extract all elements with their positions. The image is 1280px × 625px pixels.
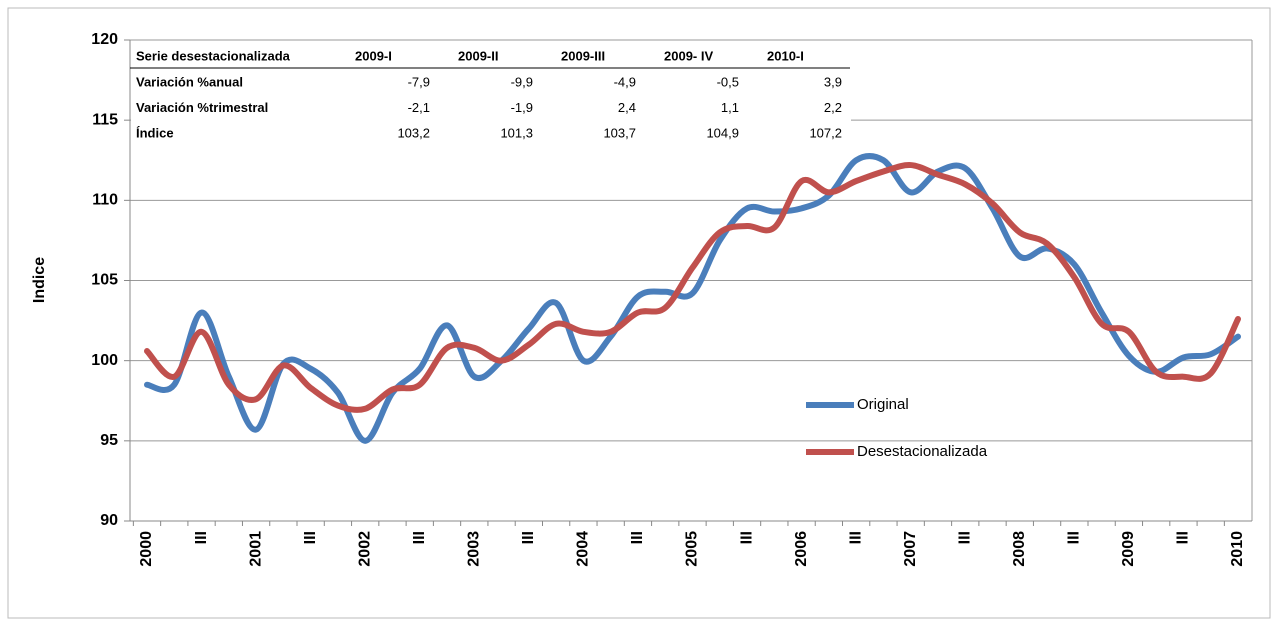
table-background: [131, 41, 851, 149]
x-tick-label: III: [411, 531, 428, 544]
y-tick-label: 110: [92, 192, 118, 209]
table-cell: -2,1: [408, 100, 430, 115]
y-axis-label: Indice: [31, 257, 48, 303]
table-row-label: Índice: [136, 125, 174, 140]
table-cell: 2,2: [824, 100, 842, 115]
x-tick-label: 2002: [356, 531, 373, 567]
table-row-label: Variación %anual: [136, 74, 243, 89]
x-tick-label: III: [1066, 531, 1083, 544]
x-tick-label: 2005: [684, 531, 701, 567]
table-cell: 2,4: [618, 100, 636, 115]
table-cell: -1,9: [511, 100, 533, 115]
y-tick-label: 105: [91, 272, 118, 289]
x-tick-label: 2001: [247, 531, 264, 567]
legend-label: Original: [857, 396, 909, 413]
table-cell: 3,9: [824, 74, 842, 89]
x-tick-label: 2007: [902, 531, 919, 567]
line-series: [144, 162, 1241, 413]
y-tick-label: 90: [100, 512, 118, 529]
x-tick-label: 2000: [138, 531, 155, 567]
table-header: 2009-I: [355, 48, 392, 63]
table-cell: -7,9: [408, 74, 430, 89]
x-tick-label: III: [956, 531, 973, 544]
table-cell: 107,2: [809, 125, 842, 140]
x-tick-label: III: [302, 531, 319, 544]
x-tick-label: 2009: [1120, 531, 1137, 567]
table-header: 2009-II: [458, 48, 498, 63]
table-cell: 103,2: [397, 125, 430, 140]
table-row-label: Variación %trimestral: [136, 100, 268, 115]
x-tick-label: III: [193, 531, 210, 544]
x-tick-label: III: [629, 531, 646, 544]
x-tick-label: 2004: [575, 531, 592, 567]
table-cell: 104,9: [706, 125, 739, 140]
table-cell: 1,1: [721, 100, 739, 115]
legend-label: Desestacionalizada: [857, 443, 988, 460]
x-tick-label: III: [738, 531, 755, 544]
x-tick-label: 2003: [466, 531, 483, 567]
table-cell: -9,9: [511, 74, 533, 89]
y-tick-label: 100: [91, 352, 118, 369]
table-cell: -0,5: [717, 74, 739, 89]
table-header: 2010-I: [767, 48, 804, 63]
x-tick-label: III: [520, 531, 537, 544]
table-header: 2009-III: [561, 48, 605, 63]
x-tick-label: 2008: [1011, 531, 1028, 567]
x-tick-label: 2006: [793, 531, 810, 567]
table-cell: 103,7: [603, 125, 636, 140]
table-cell: -4,9: [614, 74, 636, 89]
x-tick-label: III: [847, 531, 864, 544]
table-cell: 101,3: [500, 125, 533, 140]
table-header: Serie desestacionalizada: [136, 48, 291, 63]
table-header: 2009- IV: [664, 48, 713, 63]
y-tick-label: 120: [91, 31, 118, 48]
x-tick-label: 2010: [1229, 531, 1246, 567]
y-tick-label: 95: [100, 432, 118, 449]
y-tick-label: 115: [92, 111, 118, 128]
x-tick-label: III: [1175, 531, 1192, 544]
